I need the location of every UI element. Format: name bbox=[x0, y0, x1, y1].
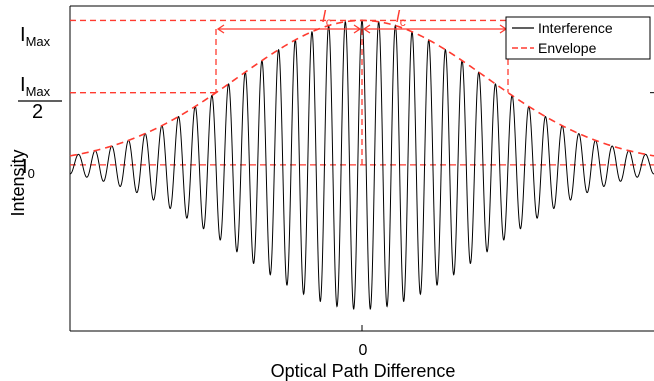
legend-label-interference: Interference bbox=[538, 20, 613, 36]
y-label-half-numerator: IMax bbox=[20, 74, 51, 99]
envelope-series-line bbox=[69, 19, 654, 157]
y-label-i0: I0 bbox=[22, 156, 35, 181]
arrowhead-left-outer bbox=[216, 24, 225, 34]
coherence-length-label-right: lc bbox=[396, 7, 406, 29]
y-label-half-denominator: 2 bbox=[32, 101, 43, 123]
y-label-imax: IMax bbox=[20, 24, 51, 49]
legend: Interference Envelope bbox=[505, 16, 651, 60]
y-axis-title: Intensity bbox=[8, 149, 28, 216]
arrowhead-right-to-center bbox=[362, 24, 371, 34]
x-tick-label-0: 0 bbox=[359, 342, 368, 359]
coherence-length-label-left: lc bbox=[322, 7, 332, 29]
legend-label-envelope: Envelope bbox=[538, 40, 597, 56]
arrowhead-left-to-center bbox=[353, 24, 362, 34]
x-axis-title: Optical Path Difference bbox=[271, 361, 456, 381]
legend-box bbox=[505, 16, 651, 60]
reference-guides bbox=[70, 19, 654, 166]
